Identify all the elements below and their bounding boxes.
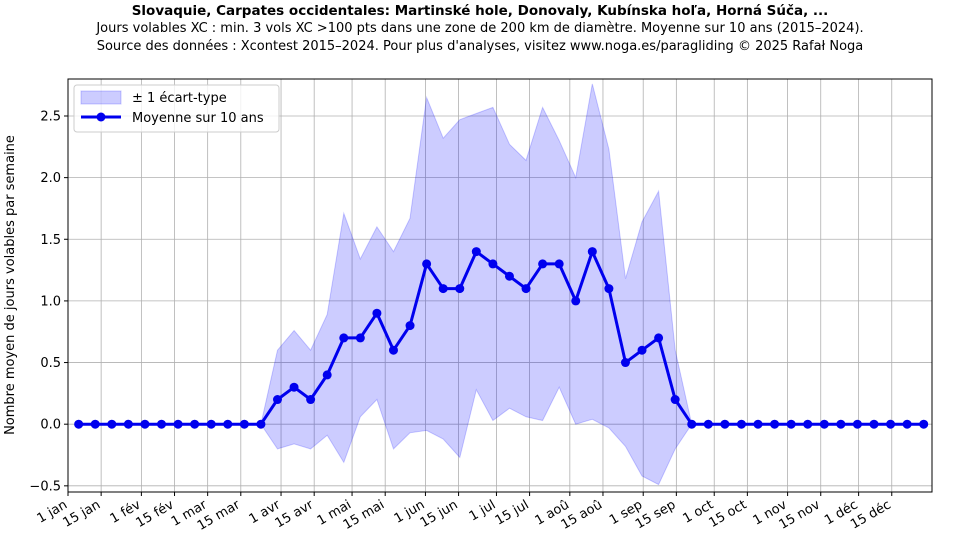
mean-point <box>902 419 912 429</box>
mean-point <box>339 333 349 343</box>
legend-frame <box>73 84 280 133</box>
mean-point <box>140 419 150 429</box>
mean-point <box>306 395 316 405</box>
mean-point <box>190 419 200 429</box>
legend-line-marker <box>96 112 106 122</box>
x-tick-label: 15 avr <box>273 497 317 531</box>
mean-point <box>819 419 829 429</box>
mean-point <box>372 308 382 318</box>
mean-point <box>571 296 581 306</box>
mean-point <box>919 419 929 429</box>
mean-point <box>239 419 249 429</box>
x-tick-label: 15 jul <box>493 497 532 528</box>
mean-point <box>256 419 266 429</box>
legend: ± 1 écart-type Moyenne sur 10 ans <box>73 84 280 133</box>
mean-point <box>687 419 697 429</box>
mean-point <box>206 419 216 429</box>
y-tick-label: 0.5 <box>40 356 61 371</box>
mean-point <box>554 259 564 269</box>
mean-point <box>322 370 332 380</box>
mean-point <box>74 419 84 429</box>
mean-point <box>422 259 432 269</box>
mean-point <box>355 333 365 343</box>
mean-point <box>388 345 398 355</box>
mean-point <box>90 419 100 429</box>
mean-point <box>521 284 531 294</box>
mean-point <box>157 419 167 429</box>
mean-point <box>289 382 299 392</box>
mean-point <box>173 419 183 429</box>
y-tick-label: 1.0 <box>40 294 61 309</box>
mean-point <box>852 419 862 429</box>
mean-point <box>620 358 630 368</box>
mean-point <box>886 419 896 429</box>
mean-point <box>869 419 879 429</box>
mean-point <box>637 345 647 355</box>
mean-point <box>504 271 514 281</box>
x-tick-label: 15 jan <box>61 497 104 530</box>
y-tick-label: 0.0 <box>40 418 61 433</box>
mean-point <box>538 259 548 269</box>
std-band-layer <box>78 83 924 486</box>
y-tick-label: −0.5 <box>29 479 61 494</box>
mean-point <box>223 419 233 429</box>
mean-point <box>736 419 746 429</box>
mean-point <box>786 419 796 429</box>
chart-subtitle-line-1: Jours volables XC : min. 3 vols XC >100 … <box>96 21 864 36</box>
y-axis-label: Nombre moyen de jours volables par semai… <box>3 135 18 435</box>
x-tick-label: 15 fév <box>134 497 177 531</box>
y-tick-label: 2.5 <box>40 109 61 124</box>
mean-point <box>107 419 117 429</box>
mean-point <box>455 284 465 294</box>
mean-point <box>803 419 813 429</box>
x-tick-label: 15 jun <box>418 497 461 530</box>
mean-point <box>488 259 498 269</box>
legend-line-label: Moyenne sur 10 ans <box>132 111 264 126</box>
mean-point <box>703 419 713 429</box>
chart-title-block: Slovaquie, Carpates occidentales: Martin… <box>0 2 960 55</box>
mean-line <box>78 250 924 426</box>
mean-point <box>670 395 680 405</box>
mean-point <box>272 395 282 405</box>
plot-frame <box>67 78 933 493</box>
mean-point <box>654 333 664 343</box>
chart-subtitle-line-2: Source des données : Xcontest 2015–2024.… <box>96 38 864 54</box>
x-tick-label: 15 oct <box>706 497 749 530</box>
mean-point <box>753 419 763 429</box>
mean-point <box>604 284 614 294</box>
x-tick-label: 1 jul <box>467 497 499 524</box>
y-tick-label: 1.5 <box>40 233 61 248</box>
mean-point <box>438 284 448 294</box>
mean-point <box>405 321 415 331</box>
mean-line-layer <box>74 247 929 429</box>
mean-point <box>471 247 481 257</box>
y-tick-label: 2.0 <box>40 171 61 186</box>
mean-point <box>587 247 597 257</box>
legend-band-swatch <box>80 90 122 105</box>
std-band-area <box>78 83 924 486</box>
mean-point <box>836 419 846 429</box>
mean-point <box>720 419 730 429</box>
mean-point <box>770 419 780 429</box>
legend-band-label: ± 1 écart-type <box>132 91 227 106</box>
mean-point <box>123 419 133 429</box>
chart-title: Slovaquie, Carpates occidentales: Martin… <box>131 3 829 19</box>
